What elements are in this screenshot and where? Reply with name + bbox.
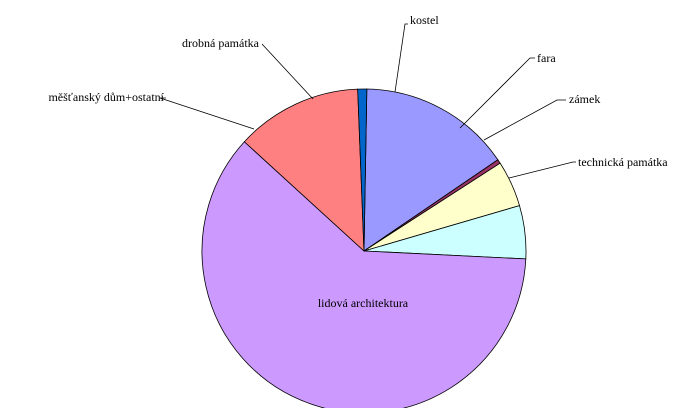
- slice-label-1: kostel: [410, 13, 439, 27]
- leader-line-2: [459, 57, 535, 129]
- slice-label-4: technická památka: [578, 155, 668, 169]
- leader-line-6: [159, 97, 255, 130]
- pie-slice-7: [357, 88, 368, 252]
- leader-line-4: [508, 161, 576, 179]
- slice-label-7: drobná památka: [182, 36, 260, 50]
- leader-line-3: [483, 99, 566, 141]
- slice-label-6: měšťanský dům+ostatní: [48, 90, 164, 104]
- pie-slice-1: [363, 88, 499, 252]
- leader-line-1: [394, 23, 408, 93]
- pie-slice-5: [201, 141, 527, 408]
- slice-label-3: zámek: [569, 92, 600, 106]
- slice-label-2: fara: [537, 51, 556, 65]
- pie-slice-6: [243, 88, 365, 252]
- slice-label-5: lidová architektura: [318, 296, 409, 310]
- leader-line-7: [261, 43, 314, 100]
